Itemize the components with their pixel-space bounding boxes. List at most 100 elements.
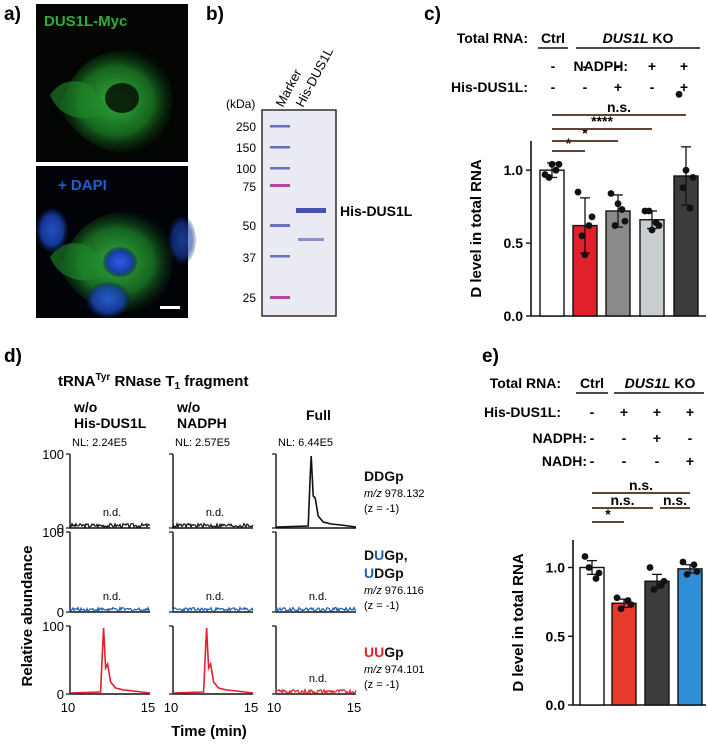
c-point-2-1 — [621, 217, 629, 225]
e-point-0-3 — [592, 575, 600, 582]
d-row-name-b-1: UDGp — [364, 565, 404, 581]
d-nd-0-1: n.d. — [206, 507, 224, 519]
d-trace-noise-2-2 — [275, 687, 357, 696]
e-ylabel: D level in total RNA — [510, 553, 527, 692]
c-ctrl: Ctrl — [541, 30, 565, 46]
c-sig-label-2: **** — [591, 113, 613, 129]
c-his-sign-0: - — [551, 79, 556, 95]
d-title: tRNATyr RNase T1 fragment — [58, 372, 248, 392]
d-ytick-0-1: 0 — [57, 605, 64, 620]
d-trace-peak-2-0 — [69, 627, 151, 694]
e-nadph-sign-1: - — [622, 430, 627, 446]
d-nl-1: NL: 2.57E5 — [175, 437, 230, 449]
panel-e-conditions: Total RNA: Ctrl DUS1L KO His-DUS1L: NADP… — [484, 375, 704, 469]
d-row-name-2: UUGp — [364, 644, 404, 660]
d-trace-noise-0-1 — [172, 521, 254, 530]
e-his-sign-1: + — [620, 404, 628, 420]
d-col-head1-1: w/o — [176, 399, 200, 415]
gel-image — [261, 109, 337, 317]
c-ytick-label-1: 0.5 — [504, 235, 524, 251]
c-nadph-sign-3: + — [648, 58, 656, 74]
panel-c-conditions: Total RNA: Ctrl DUS1L KO NADPH: His-DUS1… — [451, 30, 700, 95]
e-bar-1 — [611, 602, 637, 706]
d-nd-2-2: n.d. — [309, 673, 327, 685]
d-ytick-0-2: 0 — [57, 687, 64, 702]
c-row-total-rna: Total RNA: — [457, 30, 528, 46]
d-col-head2-0: His-DUS1L — [74, 415, 147, 431]
d-row-mz-0: m/z 978.132 — [364, 488, 425, 500]
dus1l-myc-caption: DUS1L-Myc — [44, 13, 127, 30]
panel-e-label: e) — [482, 346, 499, 367]
panel-d-label: d) — [4, 346, 22, 367]
e-bar-2 — [644, 580, 670, 706]
c-point-1-0 — [574, 188, 582, 196]
e-sig-label-0: * — [605, 506, 611, 522]
c-ylabel: D level in total RNA — [468, 159, 485, 298]
d-xtick-10-2: 10 — [267, 700, 281, 715]
dapi-caption: + DAPI — [58, 177, 107, 194]
e-point-0-1 — [595, 569, 603, 577]
d-ytick-100-2: 100 — [42, 619, 64, 634]
e-row-nadph: NADPH: — [533, 430, 587, 446]
d-trace-noise-1-1 — [172, 606, 254, 614]
d-nl-0: NL: 2.24E5 — [72, 437, 127, 449]
micrograph-top: DUS1L-Myc — [36, 4, 188, 162]
e-nadh-sign-2: - — [655, 453, 660, 469]
d-trace-noise-1-2 — [275, 605, 357, 613]
d-ytick-0-0: 0 — [57, 521, 64, 536]
d-trace-noise-0-0 — [69, 522, 151, 530]
d-xtick-15-0: 15 — [141, 700, 155, 715]
c-his-sign-3: - — [650, 79, 655, 95]
e-ytick-label-1: 0.5 — [546, 628, 566, 644]
e-bar-0 — [579, 566, 605, 706]
d-trace-peak-0-2 — [275, 455, 357, 528]
d-ytick-100-0: 100 — [42, 447, 64, 462]
d-nd-1-1: n.d. — [206, 591, 224, 603]
e-point-1-0 — [613, 594, 621, 602]
scale-bar — [160, 306, 180, 309]
e-his-sign-3: + — [686, 404, 694, 420]
e-point-3-3 — [690, 561, 698, 569]
micrograph-bottom: + DAPI — [36, 166, 196, 318]
e-nadph-sign-2: + — [653, 430, 661, 446]
e-nadh-sign-1: - — [622, 453, 627, 469]
d-col-head2-2: Full — [306, 407, 331, 423]
c-point-3-3 — [652, 219, 660, 227]
ladder-labels: 250 150 100 75 50 37 25 — [236, 120, 256, 305]
svg-text:150: 150 — [236, 141, 256, 155]
c-ytick-label-2: 1.0 — [504, 162, 524, 178]
svg-text:100: 100 — [236, 162, 256, 176]
e-his-sign-2: + — [653, 404, 661, 420]
kda-label: (kDa) — [226, 97, 255, 111]
e-point-2-0 — [646, 564, 654, 571]
e-point-3-2 — [683, 570, 691, 578]
d-nd-0-0: n.d. — [103, 507, 121, 519]
c-ytick-label-0: 0.0 — [504, 308, 524, 324]
c-his-sign-1: - — [583, 79, 588, 95]
e-nadh-sign-0: - — [590, 453, 595, 469]
d-trace-noise-1-0 — [69, 605, 151, 613]
c-bar-3 — [639, 219, 665, 317]
c-ko: DUS1L KO — [603, 30, 674, 46]
d-col-head1-0: w/o — [73, 399, 97, 415]
c-his-sign-4: + — [680, 79, 688, 95]
d-row-z-2: (z = -1) — [364, 679, 399, 691]
e-point-0-0 — [581, 553, 589, 560]
d-row-name-1: DUGp, — [364, 547, 408, 563]
d-xtick-15-1: 15 — [244, 700, 258, 715]
svg-text:25: 25 — [243, 291, 257, 305]
svg-text:75: 75 — [243, 180, 257, 194]
d-xlabel: Time (min) — [171, 723, 247, 740]
e-bar-3 — [677, 568, 703, 706]
d-row-mz-1: m/z 976.116 — [364, 585, 424, 597]
d-ytick-100-1: 100 — [42, 525, 64, 540]
band-label: His-DUS1L — [340, 203, 413, 219]
e-row-total-rna: Total RNA: — [490, 375, 561, 391]
c-point-4-4 — [682, 166, 690, 174]
d-nd-1-2: n.d. — [309, 591, 327, 603]
c-point-4-0 — [675, 90, 683, 98]
c-point-2-0 — [607, 190, 615, 197]
e-sig-label-3: n.s. — [629, 477, 653, 493]
e-ctrl: Ctrl — [580, 375, 604, 391]
